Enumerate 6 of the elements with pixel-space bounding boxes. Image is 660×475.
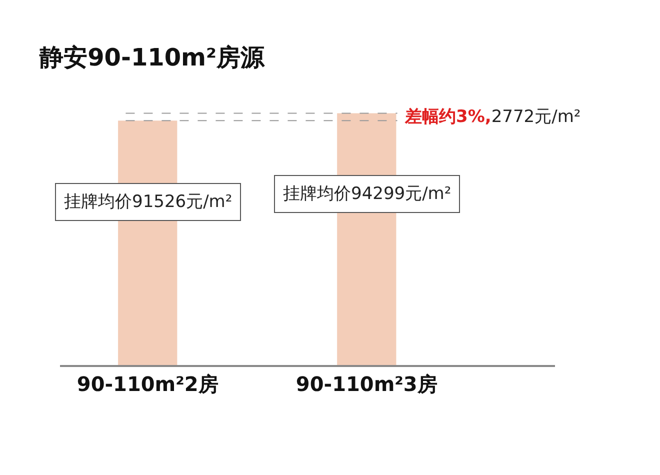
data-label: 挂牌均价91526元/m²	[64, 192, 232, 212]
data-label: 挂牌均价94299元/m²	[283, 184, 452, 204]
chart-title: 静安90-110m²房源	[38, 43, 266, 72]
text: 差幅约3%,2772元/m²	[404, 107, 581, 127]
x-tick-label: 90-110m²3房	[296, 372, 438, 396]
x-tick-label: 90-110m²2房	[76, 372, 218, 396]
